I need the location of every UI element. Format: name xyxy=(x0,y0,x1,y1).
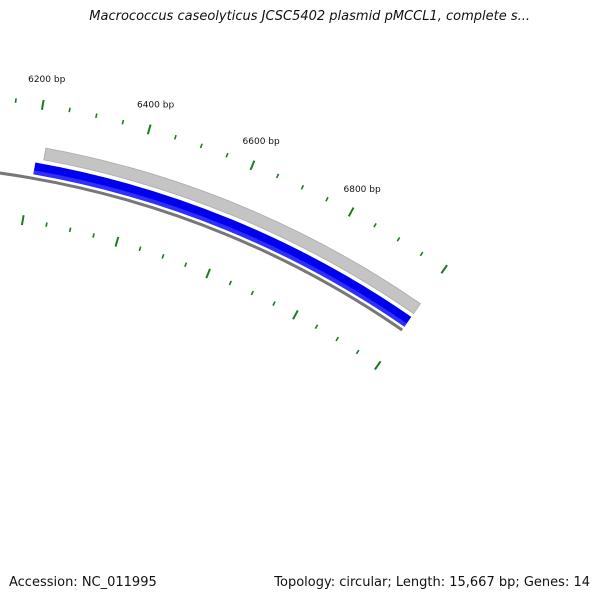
outer-tick xyxy=(300,184,305,190)
inner-tick xyxy=(250,290,255,296)
outer-tick xyxy=(275,173,280,179)
outer-tick xyxy=(440,264,448,274)
inner-tick xyxy=(138,246,142,252)
outer-tick xyxy=(396,236,401,242)
outer-tick xyxy=(40,99,45,110)
tick-label: 6200 bp xyxy=(28,75,65,85)
grey-feature-arc xyxy=(43,147,421,315)
tick-label: 6600 bp xyxy=(243,137,280,147)
outer-tick xyxy=(173,134,177,140)
summary-label: Topology: circular; Length: 15,667 bp; G… xyxy=(274,575,590,590)
inner-tick xyxy=(68,227,72,233)
outer-tick xyxy=(347,207,355,217)
outer-tick xyxy=(325,196,329,202)
inner-tick xyxy=(161,254,165,259)
tick-label: 6800 bp xyxy=(344,185,381,195)
inner-tick xyxy=(335,336,340,342)
outer-tick xyxy=(68,107,71,113)
outer-tick xyxy=(199,143,203,149)
inner-tick xyxy=(114,236,120,247)
tick-label: 6400 bp xyxy=(137,100,174,110)
inner-tick-ring xyxy=(0,214,382,371)
outer-tick xyxy=(419,251,424,257)
outer-tick-ring xyxy=(14,98,448,274)
inner-tick xyxy=(92,233,95,238)
feature-track xyxy=(33,147,421,327)
backbone-arc xyxy=(0,171,404,332)
inner-tick xyxy=(272,301,276,306)
inner-tick xyxy=(184,262,188,268)
map-title: Macrococcus caseolyticus JCSC5402 plasmi… xyxy=(89,9,530,24)
inner-tick xyxy=(314,324,319,329)
gene-b xyxy=(33,162,412,327)
inner-tick xyxy=(20,215,25,226)
outer-tick xyxy=(249,160,256,171)
outer-tick xyxy=(95,113,98,119)
backbone-track xyxy=(0,171,404,332)
outer-tick xyxy=(225,152,229,158)
inner-tick xyxy=(228,280,233,286)
outer-tick xyxy=(14,98,17,103)
inner-tick xyxy=(45,222,48,227)
inner-tick xyxy=(355,349,360,355)
gene-c xyxy=(43,147,421,315)
outer-tick xyxy=(373,222,377,228)
inner-tick xyxy=(292,309,299,320)
outer-tick xyxy=(121,119,125,125)
inner-tick xyxy=(205,268,211,279)
accession-label: Accession: NC_011995 xyxy=(9,575,157,590)
outer-tick xyxy=(146,124,152,135)
inner-tick xyxy=(374,360,382,371)
